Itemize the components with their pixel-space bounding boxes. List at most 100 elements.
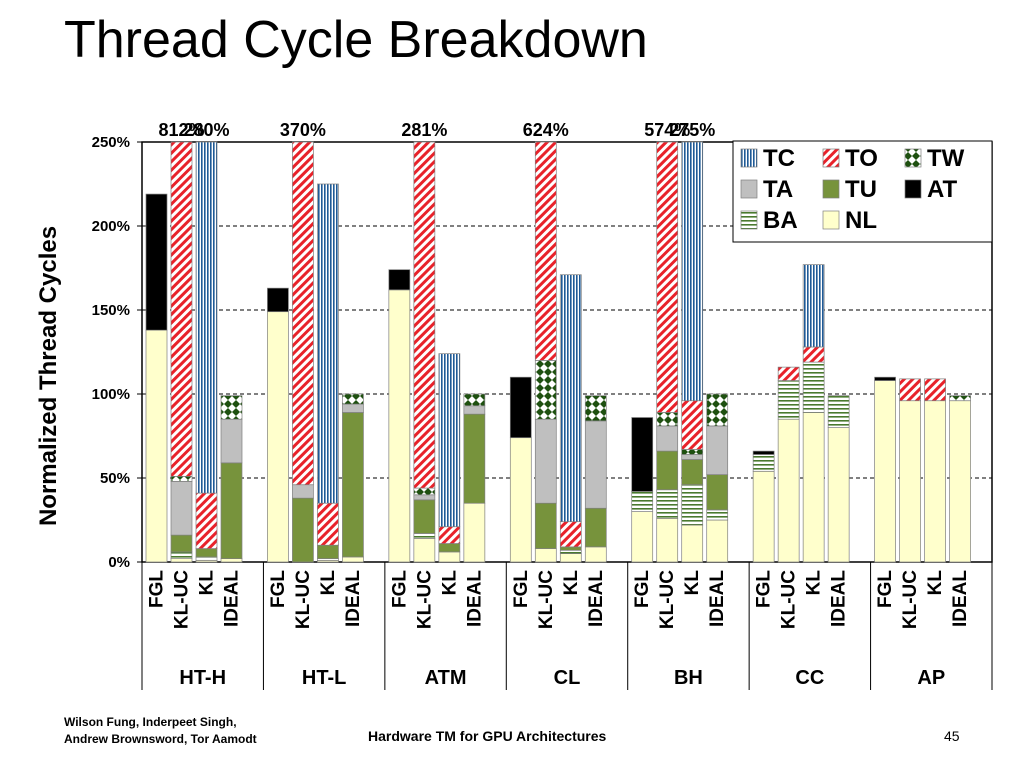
bar-segment-tw (584, 395, 607, 422)
bar-segment-nl (388, 289, 411, 563)
bar-segment-ba (802, 361, 825, 413)
bar-segment-tw (463, 393, 486, 407)
bar-segment-at (509, 376, 532, 439)
bar-segment-tu (534, 502, 557, 549)
bar-segment-tw (220, 395, 243, 420)
bar-segment-nl (827, 427, 850, 563)
x-tick-label: FGL (268, 570, 289, 608)
bar-segment-to (899, 378, 921, 402)
bar-segment-tw (342, 393, 364, 405)
bar-segment-ba (777, 380, 800, 420)
bar-segment-nl (170, 558, 193, 563)
bar-segment-ba (681, 484, 704, 526)
bar-segment-nl (220, 558, 243, 563)
bar-segment-nl (584, 546, 607, 563)
legend-label: TU (845, 176, 877, 203)
bar-segment-nl (342, 556, 364, 563)
bar-segment-tu (656, 450, 679, 491)
bar-segment-tu (195, 548, 218, 558)
bar-segment-nl (949, 400, 971, 563)
legend-swatch-ba (740, 210, 758, 230)
value-annotation: 280% (183, 120, 229, 140)
bar-segment-tu (438, 543, 461, 553)
bar-segment-ta (292, 484, 314, 499)
bar-segment-tu (292, 497, 314, 563)
bar-segment-ba (559, 549, 582, 554)
bar-segment-to (656, 141, 679, 413)
value-annotation: 281% (401, 120, 447, 140)
value-annotation: 812% (158, 120, 204, 140)
legend-swatch-to (822, 148, 840, 168)
x-tick-label: KL (318, 570, 339, 596)
bar-segment-to (924, 378, 946, 402)
bar-segment-ta (170, 481, 193, 536)
x-tick-label: IDEAL (343, 570, 364, 627)
bar-segment-nl (534, 548, 557, 563)
x-tick-label: FGL (389, 570, 410, 608)
group-label: HT-H (179, 667, 226, 689)
bar-segment-nl (145, 329, 168, 563)
bar-segment-ba (752, 454, 775, 472)
value-annotation: 370% (280, 120, 326, 140)
bar-segment-tw (413, 487, 436, 496)
bar-segment-nl (463, 502, 486, 563)
group-label: ATM (425, 667, 467, 689)
bar-segment-ta (706, 425, 729, 475)
bar-segment-at (267, 287, 289, 313)
bar-segment-tu (463, 413, 486, 504)
bar-segment-to (170, 141, 193, 477)
bar-segment-tw (706, 393, 729, 427)
bar-segment-ta (413, 494, 436, 501)
legend-label: TC (763, 145, 795, 172)
value-annotation: 275% (669, 120, 715, 140)
legend-swatch-tu (822, 179, 840, 199)
x-tick-label: KL-UC (657, 570, 678, 629)
bar-segment-at (752, 450, 775, 455)
x-tick-label: IDEAL (707, 570, 728, 627)
bar-segment-nl (706, 519, 729, 563)
x-tick-label: KL (925, 570, 946, 596)
x-tick-label: IDEAL (222, 570, 243, 627)
group-label: AP (917, 667, 945, 689)
bar-segment-tw (170, 475, 193, 482)
x-tick-label: KL (561, 570, 582, 596)
bar-segment-to (534, 141, 557, 361)
bar-segment-tw (949, 395, 971, 402)
group-label: CL (554, 667, 581, 689)
x-tick-label: FGL (875, 570, 896, 608)
y-tick-label: 100% (92, 386, 130, 403)
legend-swatch-tw (904, 148, 922, 168)
x-tick-label: KL-UC (414, 570, 435, 629)
bar-segment-tc (438, 353, 461, 528)
footer-authors-line1: Wilson Fung, Inderpeet Singh, (64, 715, 237, 729)
y-tick-label: 250% (92, 134, 130, 151)
legend-swatch-at (904, 179, 922, 199)
bar-segment-ba (170, 551, 193, 559)
bar-segment-tw (656, 412, 679, 427)
x-tick-label: FGL (754, 570, 775, 608)
legend-label: TW (927, 145, 965, 172)
footer-authors-line2: Andrew Brownsword, Tor Aamodt (64, 732, 257, 746)
bar-segment-tc (317, 183, 339, 504)
bar-segment-ba (656, 489, 679, 519)
x-tick-label: KL-UC (900, 570, 921, 629)
bar-segment-to (292, 141, 314, 486)
bar-segment-ba (195, 556, 218, 561)
footer-authors: Wilson Fung, Inderpeet Singh, Andrew Bro… (64, 714, 257, 748)
bar-segment-to (438, 526, 461, 544)
legend-swatch-nl (822, 210, 840, 230)
bar-segment-ba (413, 533, 436, 539)
bar-segment-tu (317, 544, 339, 559)
stacked-bar-chart: 0% 50% 100% 150% 200% 250% Normalized Thread C… (35, 120, 993, 690)
bar-segment-tw (681, 449, 704, 455)
bar-segment-ta (656, 425, 679, 452)
bar-segment-tu (170, 534, 193, 553)
x-tick-label: IDEAL (950, 570, 971, 627)
bar-segment-nl (267, 311, 289, 563)
bar-segment-tu (413, 499, 436, 534)
bar-segment-ba (631, 491, 654, 512)
bar-segment-nl (777, 418, 800, 563)
legend-label: TA (763, 176, 793, 203)
bar-segment-at (388, 269, 411, 291)
bar-segment-to (413, 141, 436, 489)
